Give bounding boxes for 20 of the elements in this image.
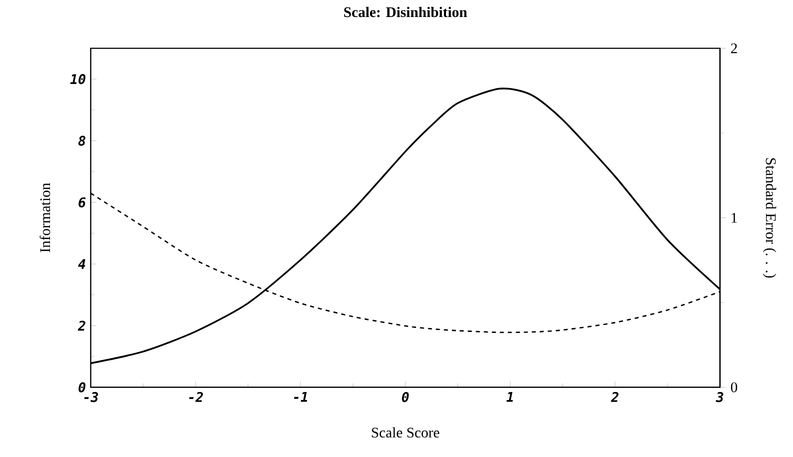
y2-axis-title: Standard Error (. . .) (762, 158, 776, 278)
chart-title: Scale: Disinhibition (344, 6, 468, 18)
x-tick-label: -2 (189, 392, 203, 402)
x-tick-label: 1 (506, 392, 513, 402)
y-tick-label: 2 (78, 320, 86, 331)
x-tick-label: 3 (716, 392, 724, 402)
y-tick-label: 4 (78, 259, 86, 269)
y-tick-label: 6 (78, 197, 86, 208)
x-axis-title: Scale Score (372, 427, 440, 438)
y2-tick-label: 0 (730, 382, 738, 392)
x-tick-label: -1 (294, 392, 308, 402)
y2-tick-label: 2 (731, 43, 737, 54)
x-tick-label: 0 (402, 392, 409, 402)
y-tick-label: 0 (78, 382, 86, 392)
y-tick-label: 8 (78, 136, 86, 146)
x-tick-label: -3 (84, 392, 98, 402)
y2-tick-label: 1 (732, 212, 737, 223)
x-tick-label: 2 (610, 392, 618, 402)
y-axis-title: Information (40, 182, 50, 252)
y-tick-label: 10 (70, 74, 86, 84)
